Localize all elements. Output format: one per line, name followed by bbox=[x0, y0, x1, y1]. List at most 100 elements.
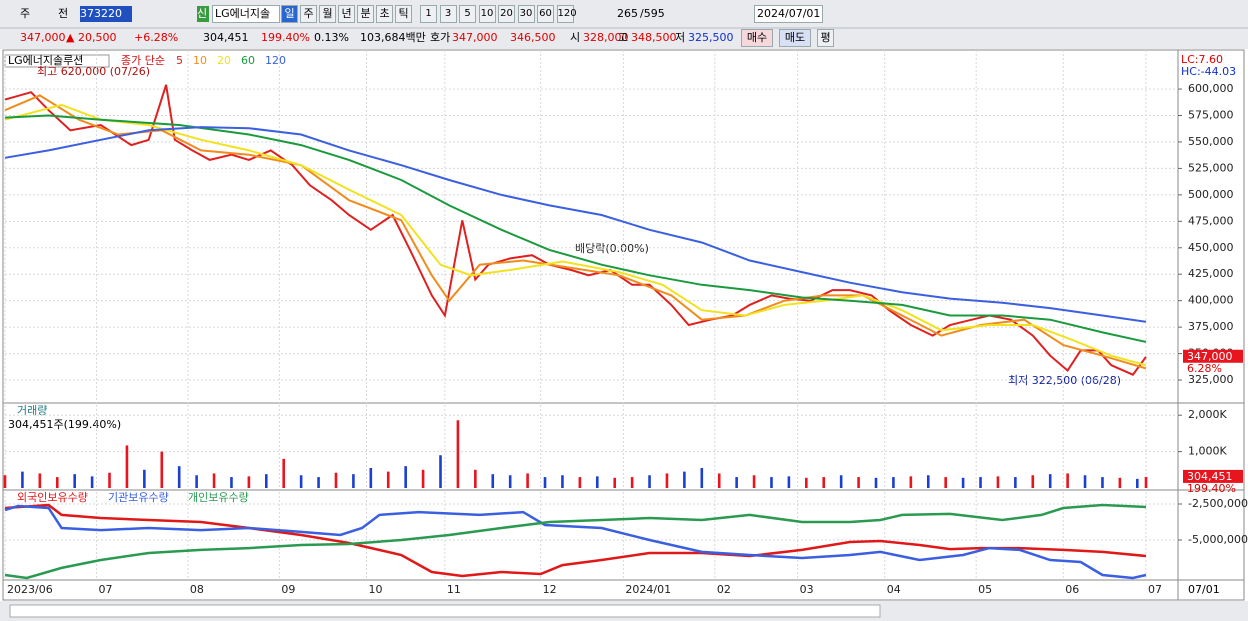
last-rate: 199.40% bbox=[1187, 482, 1236, 495]
open: 328,000 bbox=[583, 31, 629, 44]
volume-bar bbox=[979, 477, 982, 488]
code-input[interactable]: 373220 bbox=[80, 6, 132, 22]
x-tick-label: 05 bbox=[978, 583, 992, 596]
interval-button[interactable]: 1 bbox=[420, 5, 437, 23]
amount: 103,684백만 bbox=[360, 31, 426, 44]
y-tick-label: 375,000 bbox=[1188, 320, 1234, 333]
volume-bar bbox=[177, 466, 181, 488]
volume-bar bbox=[909, 476, 913, 488]
y-tick-label: 425,000 bbox=[1188, 267, 1234, 280]
volume-bar bbox=[1083, 475, 1087, 488]
unit-button[interactable]: 주 bbox=[300, 5, 317, 23]
interval-button[interactable]: 60 bbox=[537, 5, 554, 23]
volume-bar bbox=[265, 474, 268, 488]
legend-label: 기관보유수량 bbox=[108, 491, 169, 504]
interval-button[interactable]: 3 bbox=[439, 5, 457, 23]
x-tick-label: 03 bbox=[800, 583, 814, 596]
volume-bar bbox=[996, 476, 1000, 488]
unit-button[interactable]: 초 bbox=[376, 5, 393, 23]
volume-bar bbox=[352, 474, 355, 488]
legend-prefix: 종가 단순 bbox=[121, 54, 165, 67]
last-tag-label: 347,000 bbox=[1187, 350, 1233, 363]
prev[interactable]: 전 bbox=[58, 7, 69, 20]
ask-label: 호가 bbox=[430, 31, 451, 44]
volume-bar bbox=[3, 475, 7, 488]
high: 348,500 bbox=[631, 31, 677, 44]
volume-bar bbox=[282, 458, 286, 488]
y-tick-label: -5,000,000 bbox=[1188, 533, 1248, 546]
volume-bar bbox=[299, 475, 303, 488]
y-tick-label: 325,000 bbox=[1188, 373, 1234, 386]
volume-bar bbox=[561, 475, 564, 488]
buy-button[interactable]: 매수 bbox=[741, 29, 773, 47]
low: 325,500 bbox=[688, 31, 734, 44]
scroll-track[interactable] bbox=[9, 604, 881, 618]
count[interactable]: 265 bbox=[617, 7, 638, 20]
price: 347,000 bbox=[20, 31, 66, 44]
series-line bbox=[4, 84, 1147, 376]
volume-bar bbox=[700, 467, 704, 488]
y-tick-label: 400,000 bbox=[1188, 294, 1234, 307]
legend-label: 10 bbox=[193, 54, 207, 67]
high-label: 고 bbox=[618, 31, 629, 44]
volume-bar bbox=[1101, 477, 1104, 488]
volume-bar bbox=[456, 420, 460, 488]
unit-button[interactable]: 월 bbox=[319, 5, 336, 23]
volume-bar bbox=[108, 472, 111, 488]
volume-bar bbox=[857, 477, 860, 488]
last-rate: 6.28% bbox=[1187, 362, 1222, 375]
period[interactable]: 주 bbox=[20, 7, 31, 20]
unit-button[interactable]: 틱 bbox=[395, 5, 412, 23]
chart-title: LG에너지솔루션 bbox=[8, 54, 83, 67]
lc-label: LC:7.60 bbox=[1181, 53, 1223, 66]
unit-button[interactable]: 분 bbox=[357, 5, 374, 23]
interval-button[interactable]: 120 bbox=[556, 5, 577, 23]
volume-bar bbox=[613, 477, 616, 488]
hc-label: HC:-44.03 bbox=[1181, 65, 1236, 78]
x-tick-label: 08 bbox=[190, 583, 204, 596]
avg-button[interactable]: 평 bbox=[817, 29, 834, 47]
volume-bar bbox=[892, 477, 895, 488]
volume-bar bbox=[247, 476, 251, 488]
legend-label: 외국인보유수량 bbox=[17, 491, 88, 504]
sell-button[interactable]: 매도 bbox=[779, 29, 811, 47]
new-badge[interactable]: 신 bbox=[197, 6, 209, 22]
interval-button[interactable]: 20 bbox=[498, 5, 515, 23]
legend-label: 5 bbox=[176, 54, 183, 67]
volume-bar bbox=[508, 475, 512, 488]
legend-label: 개인보유수량 bbox=[188, 491, 249, 504]
volume-info: 304,451주(199.40%) bbox=[8, 418, 121, 431]
stock-name[interactable]: LG에너지솔 bbox=[212, 5, 280, 23]
interval-button[interactable]: 30 bbox=[517, 5, 535, 23]
date[interactable]: 2024/07/01 bbox=[754, 5, 824, 23]
volume-bar bbox=[1118, 477, 1122, 488]
y-tick-label: 475,000 bbox=[1188, 214, 1234, 227]
volume-bar bbox=[787, 476, 791, 488]
unit-button[interactable]: 년 bbox=[338, 5, 355, 23]
x-tick-label: 02 bbox=[717, 583, 731, 596]
interval-button[interactable]: 10 bbox=[478, 5, 496, 23]
x-tick-label: 2024/01 bbox=[625, 583, 671, 596]
x-end-label: 07/01 bbox=[1188, 583, 1220, 596]
y-tick-label: 1,000K bbox=[1188, 445, 1227, 458]
series-line bbox=[4, 503, 1147, 578]
volume-bar bbox=[1031, 475, 1035, 488]
volume-bar bbox=[369, 467, 373, 488]
rate: +6.28% bbox=[134, 31, 179, 44]
volume-bar bbox=[386, 471, 390, 488]
unit-button[interactable]: 일 bbox=[281, 5, 298, 23]
y-tick-label: 575,000 bbox=[1188, 108, 1234, 121]
y-tick-label: 450,000 bbox=[1188, 241, 1234, 254]
legend-label: 120 bbox=[265, 54, 286, 67]
change: 20,500 bbox=[78, 31, 117, 44]
volume-bar bbox=[143, 469, 146, 488]
last-tag-label: 304,451 bbox=[1187, 470, 1233, 483]
interval-button[interactable]: 5 bbox=[459, 5, 476, 23]
x-tick-label: 2023/06 bbox=[7, 583, 53, 596]
x-tick-label: 07 bbox=[98, 583, 112, 596]
volume-bar bbox=[822, 477, 826, 488]
last-tag bbox=[1183, 349, 1243, 363]
volume-bar bbox=[90, 476, 94, 488]
volume-bar bbox=[404, 466, 407, 488]
